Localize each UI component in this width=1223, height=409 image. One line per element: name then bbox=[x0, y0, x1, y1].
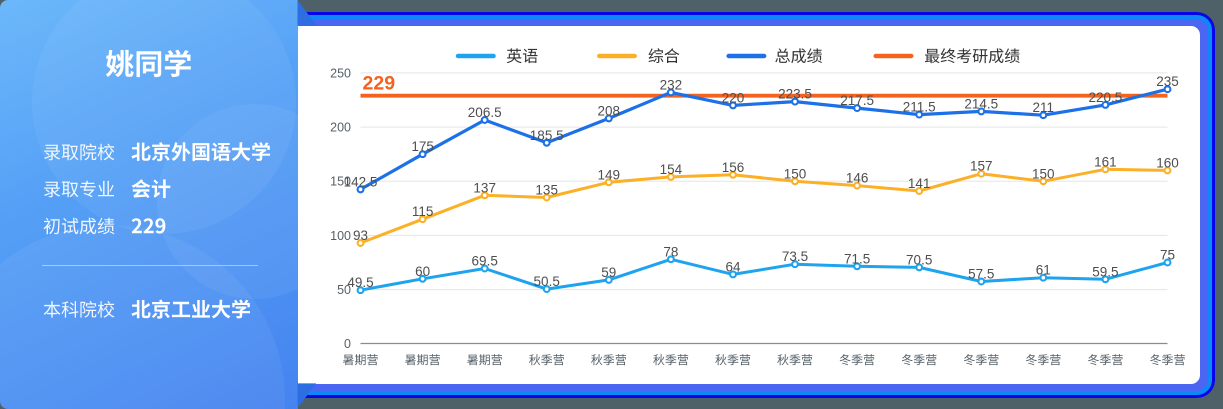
svg-text:208: 208 bbox=[598, 103, 621, 118]
svg-text:232: 232 bbox=[660, 77, 683, 92]
svg-text:71.5: 71.5 bbox=[844, 251, 870, 266]
svg-text:150: 150 bbox=[784, 166, 807, 181]
svg-text:64: 64 bbox=[725, 259, 741, 274]
svg-text:150: 150 bbox=[330, 175, 351, 189]
svg-text:73.5: 73.5 bbox=[782, 249, 808, 264]
svg-text:185.5: 185.5 bbox=[530, 128, 564, 143]
svg-text:206.5: 206.5 bbox=[468, 105, 502, 120]
svg-text:220: 220 bbox=[722, 90, 745, 105]
svg-text:150: 150 bbox=[1032, 166, 1055, 181]
svg-text:149: 149 bbox=[598, 167, 621, 182]
svg-text:223.5: 223.5 bbox=[778, 87, 812, 102]
svg-text:137: 137 bbox=[473, 180, 496, 195]
svg-text:250: 250 bbox=[330, 66, 351, 80]
svg-text:70.5: 70.5 bbox=[906, 252, 932, 267]
svg-text:154: 154 bbox=[660, 162, 683, 177]
svg-text:211.5: 211.5 bbox=[903, 100, 936, 115]
svg-text:57.5: 57.5 bbox=[968, 267, 994, 282]
svg-text:93: 93 bbox=[353, 228, 368, 243]
svg-text:156: 156 bbox=[722, 160, 745, 175]
svg-text:50.5: 50.5 bbox=[534, 274, 560, 289]
svg-text:214.5: 214.5 bbox=[964, 96, 998, 111]
svg-text:59.5: 59.5 bbox=[1092, 264, 1118, 279]
svg-text:135: 135 bbox=[535, 183, 558, 198]
svg-text:60: 60 bbox=[415, 264, 430, 279]
svg-text:220.5: 220.5 bbox=[1089, 90, 1123, 105]
svg-text:146: 146 bbox=[846, 171, 869, 186]
svg-text:175: 175 bbox=[411, 139, 434, 154]
svg-text:49.5: 49.5 bbox=[347, 275, 373, 290]
svg-text:0: 0 bbox=[344, 337, 351, 351]
svg-text:160: 160 bbox=[1156, 155, 1179, 170]
svg-text:217.5: 217.5 bbox=[840, 93, 874, 108]
svg-text:211: 211 bbox=[1033, 100, 1055, 115]
svg-text:141: 141 bbox=[908, 176, 931, 191]
svg-text:61: 61 bbox=[1036, 263, 1051, 278]
svg-text:50: 50 bbox=[337, 283, 351, 297]
svg-text:75: 75 bbox=[1160, 248, 1175, 263]
svg-text:142.5: 142.5 bbox=[344, 174, 378, 189]
svg-text:59: 59 bbox=[601, 265, 616, 280]
svg-text:78: 78 bbox=[663, 244, 678, 259]
svg-text:69.5: 69.5 bbox=[472, 254, 498, 269]
svg-text:100: 100 bbox=[330, 229, 351, 243]
svg-text:235: 235 bbox=[1156, 74, 1179, 89]
svg-text:161: 161 bbox=[1094, 154, 1117, 169]
svg-text:115: 115 bbox=[412, 204, 434, 219]
svg-text:200: 200 bbox=[330, 121, 351, 135]
svg-text:157: 157 bbox=[970, 159, 993, 174]
svg-text:229: 229 bbox=[363, 73, 396, 95]
